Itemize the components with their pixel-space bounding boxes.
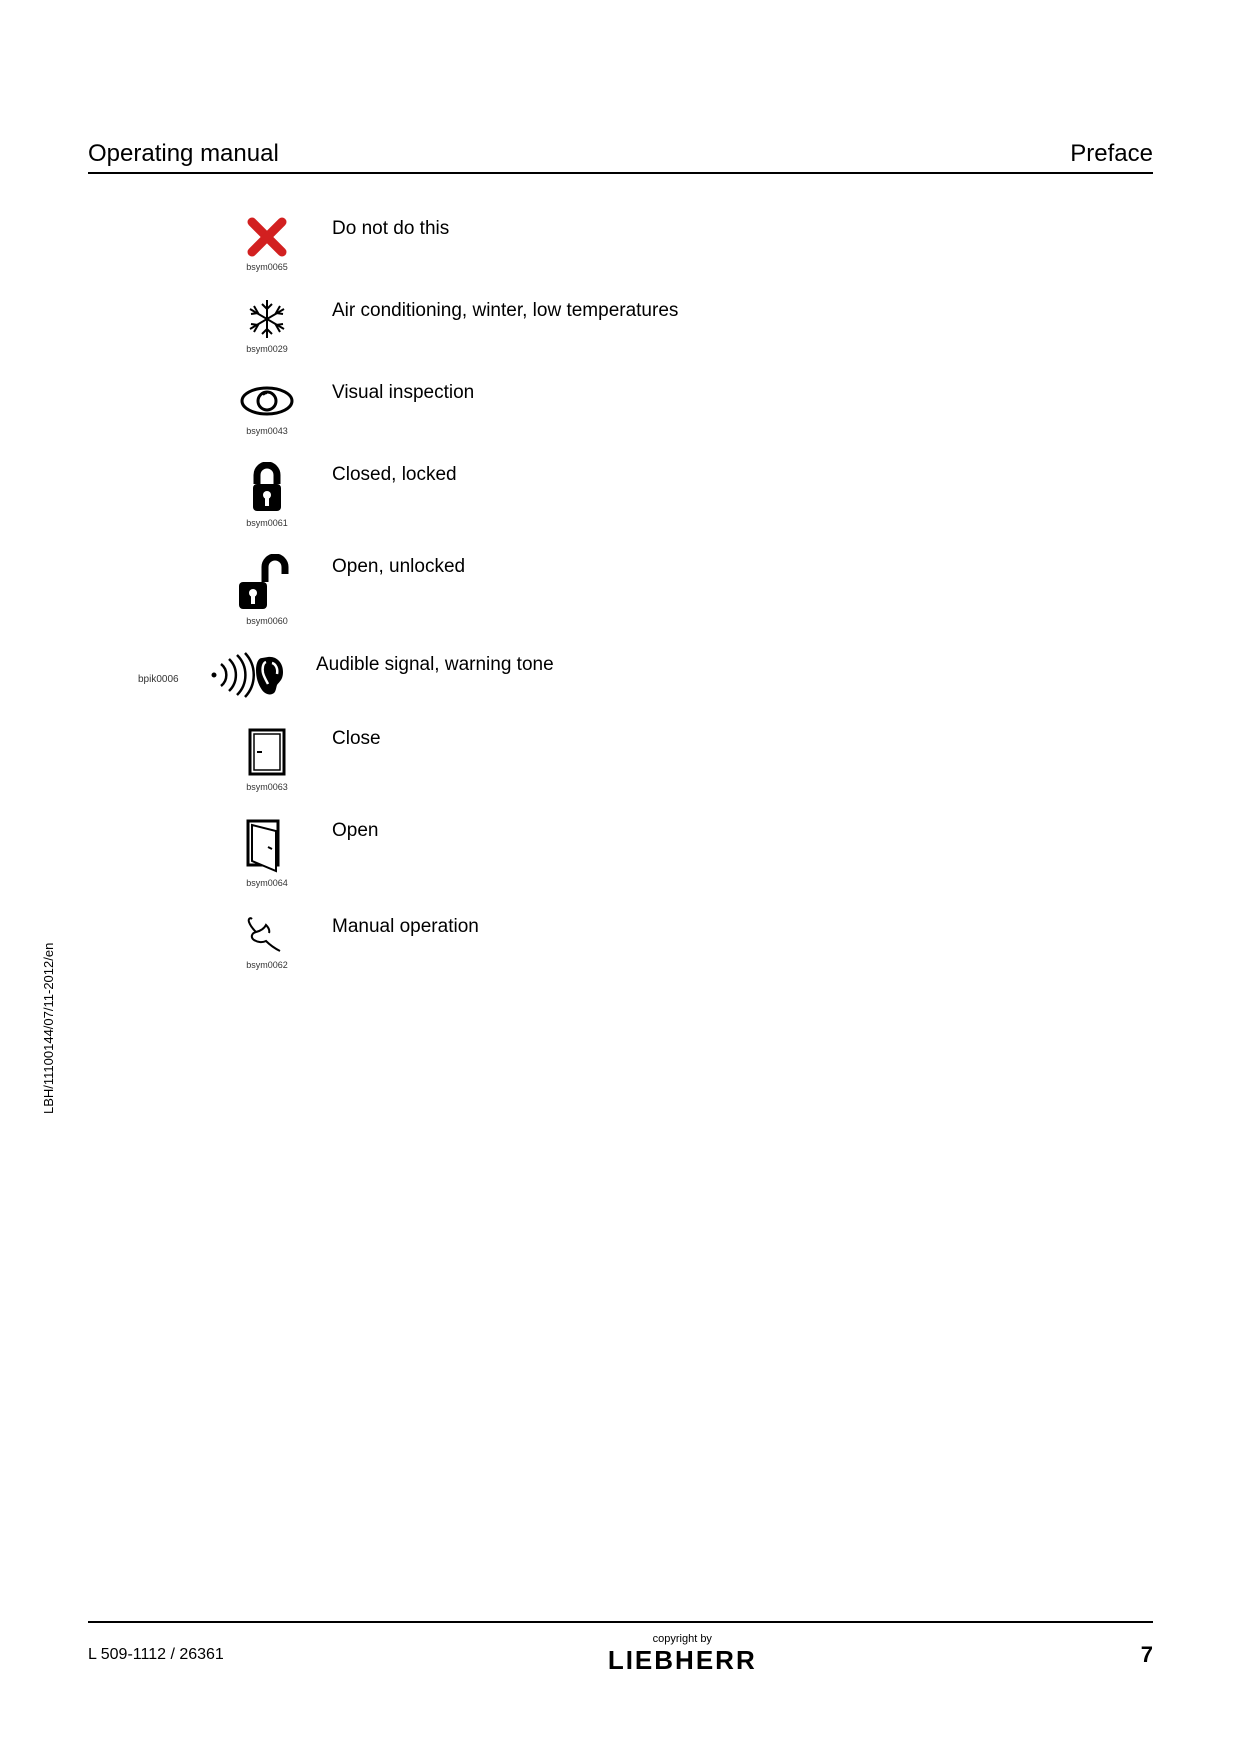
footer-doc-id: L 509-1112 / 26361 [88, 1646, 224, 1664]
icon-code: bsym0064 [246, 878, 288, 888]
icon-code: bsym0065 [246, 262, 288, 272]
icon-code: bsym0063 [246, 782, 288, 792]
symbol-row: bsym0060 Open, unlocked [222, 552, 1153, 626]
symbol-row: bsym0029 Air conditioning, winter, low t… [222, 296, 1153, 354]
symbol-desc: Air conditioning, winter, low temperatur… [332, 296, 678, 322]
symbol-desc: Audible signal, warning tone [316, 650, 554, 676]
lock-open-icon [232, 552, 302, 614]
symbol-row: bsym0062 Manual operation [222, 912, 1153, 970]
symbol-row: bsym0063 Close [222, 724, 1153, 792]
symbol-desc: Manual operation [332, 912, 479, 938]
symbol-legend: bsym0065 Do not do this [88, 214, 1153, 970]
symbol-row: bsym0064 Open [222, 816, 1153, 888]
footer-page-num: 7 [1141, 1642, 1153, 1668]
icon-code: bsym0062 [246, 960, 288, 970]
footer-copyright: copyright by [224, 1633, 1141, 1645]
symbol-row: bsym0065 Do not do this [222, 214, 1153, 272]
symbol-row: bpik0006 [222, 650, 1153, 700]
page-footer: L 509-1112 / 26361 copyright by LIEBHERR… [88, 1621, 1153, 1676]
footer-brand: LIEBHERR [224, 1645, 1141, 1676]
vertical-doc-code: LBH/11100144/07/11-2012/en [41, 943, 56, 1114]
symbol-desc: Open [332, 816, 378, 842]
icon-code: bsym0029 [246, 344, 288, 354]
icon-code: bsym0043 [246, 426, 288, 436]
hand-icon [239, 912, 295, 958]
x-icon [239, 214, 295, 260]
symbol-desc: Do not do this [332, 214, 449, 240]
lock-closed-icon [239, 460, 295, 516]
icon-code: bsym0060 [246, 616, 288, 626]
icon-code: bsym0061 [246, 518, 288, 528]
ear-icon [186, 650, 296, 700]
snowflake-icon [239, 296, 295, 342]
symbol-desc: Open, unlocked [332, 552, 465, 578]
symbol-desc: Visual inspection [332, 378, 474, 404]
eye-icon [239, 378, 295, 424]
door-close-icon [239, 724, 295, 780]
header-title-left: Operating manual [88, 140, 279, 168]
symbol-row: bsym0061 Closed, locked [222, 460, 1153, 528]
page-header: Operating manual Preface [88, 140, 1153, 174]
symbol-desc: Close [332, 724, 381, 750]
door-open-icon [239, 816, 295, 876]
header-title-right: Preface [1070, 140, 1153, 168]
symbol-desc: Closed, locked [332, 460, 457, 486]
symbol-row: bsym0043 Visual inspection [222, 378, 1153, 436]
icon-code: bpik0006 [138, 674, 179, 685]
